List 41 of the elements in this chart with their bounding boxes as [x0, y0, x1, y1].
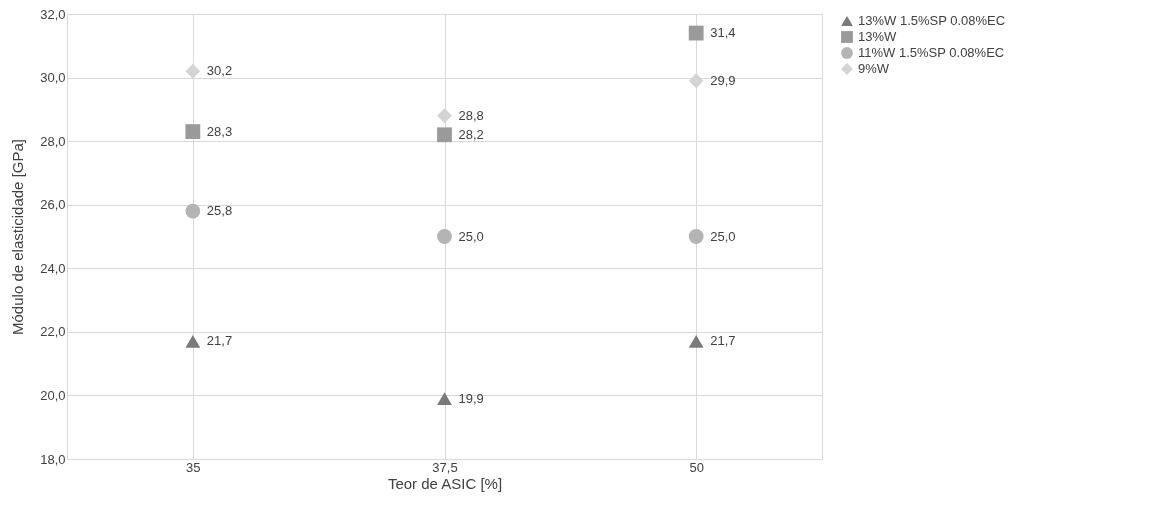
data-label: 28,3	[206, 123, 233, 139]
legend-label: 13%W	[858, 29, 898, 44]
x-tick-label: 37,5	[432, 459, 458, 475]
point	[185, 334, 201, 348]
y-tick-label: 30,0	[40, 70, 66, 86]
legend-label: 13%W 1.5%SP 0.08%EC	[858, 13, 1006, 28]
data-label: 31,4	[710, 25, 736, 41]
data-label: 19,9	[458, 390, 484, 406]
point	[437, 127, 452, 143]
data-label: 25,8	[206, 203, 233, 219]
y-tick-label: 18,0	[40, 451, 66, 467]
point	[437, 392, 452, 406]
data-label: 21,7	[206, 333, 233, 349]
y-tick-label: 22,0	[40, 324, 66, 340]
legend-label: 11%W 1.5%SP 0.08%EC	[858, 45, 1005, 60]
data-label: 28,2	[458, 126, 484, 142]
data-label: 30,2	[206, 63, 233, 79]
point	[688, 334, 704, 348]
x-axis-title: Teor de ASIC [%]	[387, 474, 503, 492]
point	[688, 73, 704, 89]
point	[688, 229, 704, 244]
point	[437, 229, 452, 244]
y-tick-label: 32,0	[40, 6, 66, 22]
data-label: 29,9	[710, 72, 736, 88]
data-label: 25,0	[458, 228, 484, 244]
point	[688, 25, 704, 41]
data-label: 25,0	[710, 228, 736, 244]
x-tick-label: 50	[689, 459, 704, 475]
point	[185, 124, 201, 140]
legend-label: 9%W	[858, 61, 890, 76]
data-label: 28,8	[458, 107, 484, 123]
y-tick-label: 26,0	[40, 197, 66, 213]
y-axis-title: Módulo de elasticidade [GPa]	[9, 139, 27, 335]
point	[185, 63, 201, 79]
y-tick-label: 20,0	[40, 387, 66, 403]
y-tick-label: 28,0	[40, 133, 66, 149]
y-tick-label: 24,0	[40, 260, 66, 276]
point	[437, 108, 452, 124]
data-label: 21,7	[710, 333, 736, 349]
x-tick-label: 35	[186, 459, 201, 475]
point	[185, 203, 201, 219]
